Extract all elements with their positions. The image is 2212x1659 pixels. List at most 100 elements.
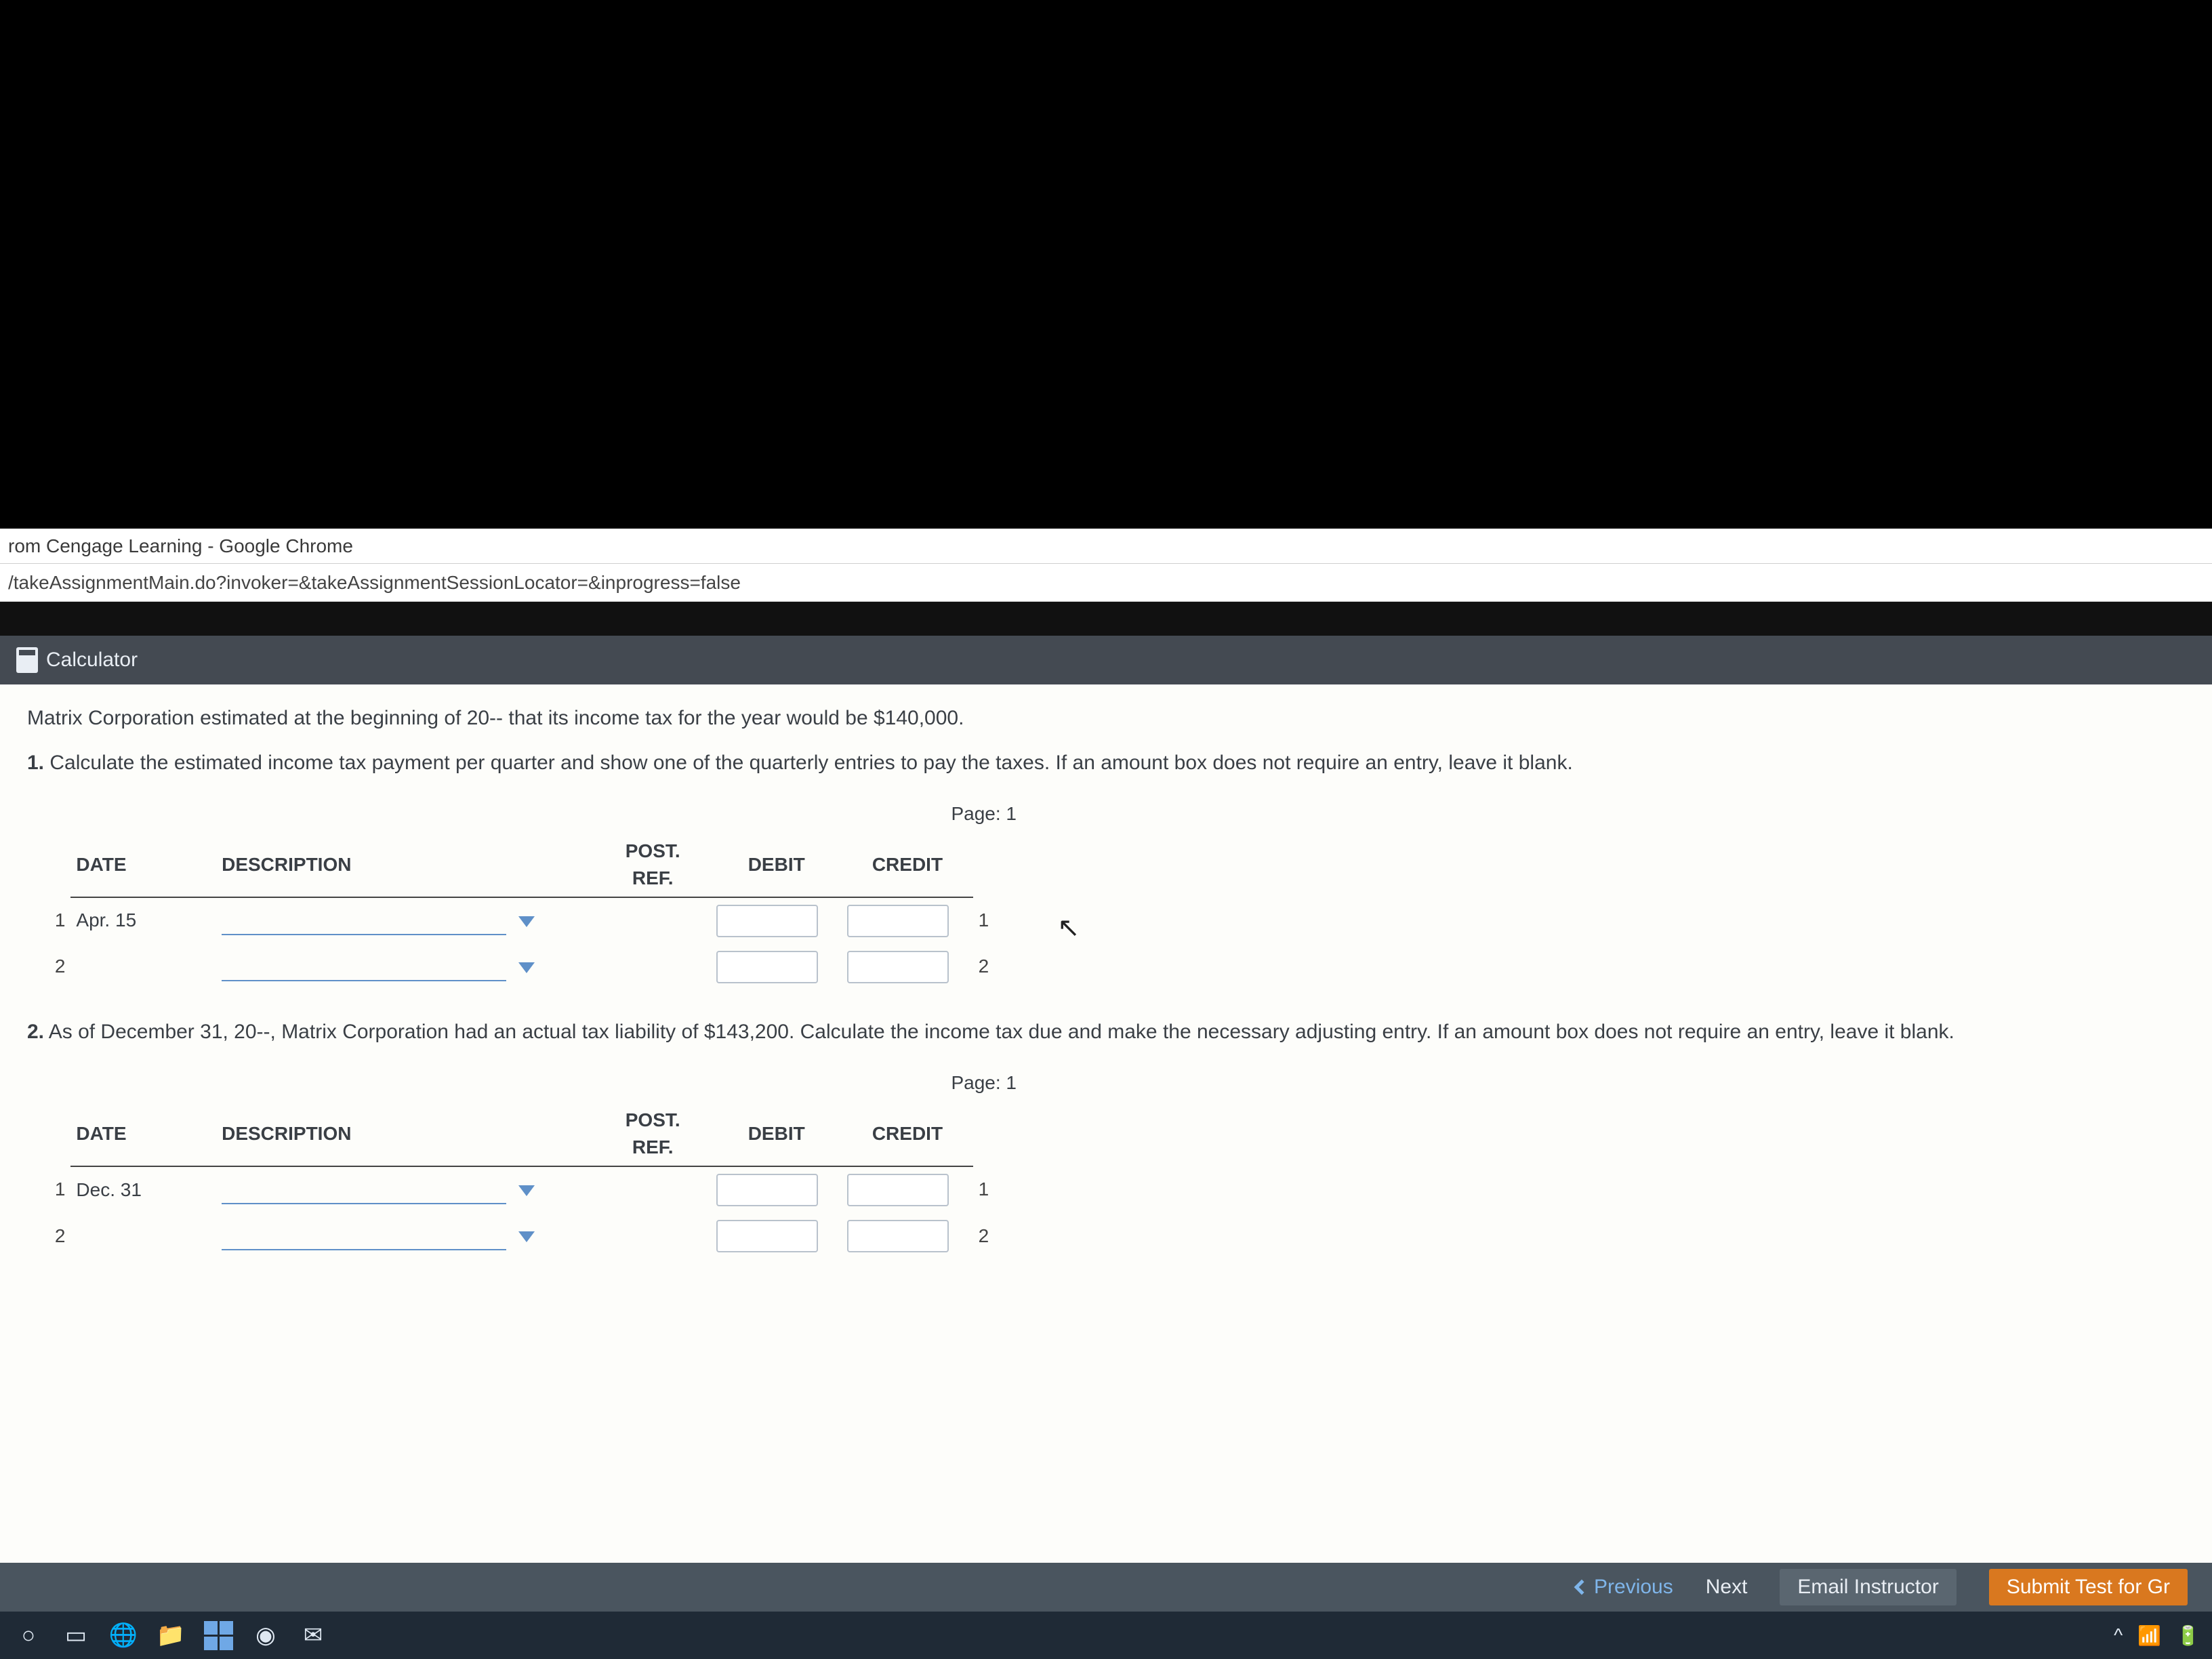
credit-cell bbox=[842, 944, 972, 990]
header-debit: DEBIT bbox=[711, 834, 842, 897]
dropdown-icon[interactable] bbox=[518, 962, 535, 973]
credit-input[interactable] bbox=[847, 1220, 949, 1252]
mouse-cursor-icon: ↖ bbox=[1057, 908, 1080, 947]
calculator-label: Calculator bbox=[46, 649, 138, 672]
page-label-1: Page: 1 bbox=[27, 800, 1017, 828]
header-description: DESCRIPTION bbox=[216, 1103, 594, 1166]
question-1-num: 1. bbox=[27, 752, 44, 774]
credit-input[interactable] bbox=[847, 1174, 949, 1206]
description-cell bbox=[216, 944, 594, 990]
question-1-text: Calculate the estimated income tax payme… bbox=[49, 752, 1572, 774]
submit-test-button[interactable]: Submit Test for Gr bbox=[1989, 1569, 2188, 1605]
debit-input[interactable] bbox=[716, 905, 818, 937]
header-credit: CREDIT bbox=[842, 834, 972, 897]
windows-start-icon[interactable] bbox=[202, 1619, 234, 1652]
post-ref-cell bbox=[594, 944, 711, 990]
header-date: DATE bbox=[70, 1103, 216, 1166]
search-icon[interactable]: ○ bbox=[12, 1619, 45, 1652]
system-tray[interactable]: ^ 📶 🔋 bbox=[2114, 1624, 2200, 1647]
journal-table-2: DATE DESCRIPTION POST.REF. DEBIT CREDIT … bbox=[27, 1103, 1017, 1259]
page-label-2: Page: 1 bbox=[27, 1069, 1017, 1097]
battery-icon[interactable]: 🔋 bbox=[2176, 1624, 2200, 1647]
dropdown-icon[interactable] bbox=[518, 916, 535, 927]
mail-icon[interactable]: ✉ bbox=[297, 1619, 329, 1652]
debit-input[interactable] bbox=[716, 1174, 818, 1206]
titlebar: rom Cengage Learning - Google Chrome bbox=[0, 529, 2212, 564]
debit-cell bbox=[711, 1213, 842, 1259]
row-num-right: 1 bbox=[973, 1166, 1017, 1213]
row-num-left: 2 bbox=[27, 944, 70, 990]
calculator-icon bbox=[16, 647, 38, 673]
debit-cell bbox=[711, 897, 842, 944]
description-cell bbox=[216, 1166, 594, 1213]
file-explorer-icon[interactable]: 📁 bbox=[155, 1619, 187, 1652]
date-cell: Dec. 31 bbox=[70, 1166, 216, 1213]
app-toolbar: Calculator bbox=[0, 636, 2212, 684]
post-ref-cell bbox=[594, 897, 711, 944]
debit-input[interactable] bbox=[716, 951, 818, 983]
wifi-icon[interactable]: 📶 bbox=[2137, 1624, 2161, 1647]
row-num-right: 1 bbox=[973, 897, 1017, 944]
header-blank-left bbox=[27, 834, 70, 897]
header-debit: DEBIT bbox=[711, 1103, 842, 1166]
browser-window: rom Cengage Learning - Google Chrome /ta… bbox=[0, 529, 2212, 1659]
description-cell bbox=[216, 897, 594, 944]
table-row: 2 2 bbox=[27, 1213, 1017, 1259]
credit-input[interactable] bbox=[847, 905, 949, 937]
dropdown-icon[interactable] bbox=[518, 1185, 535, 1196]
description-input[interactable] bbox=[222, 1177, 506, 1204]
credit-input[interactable] bbox=[847, 951, 949, 983]
email-label: Email Instructor bbox=[1797, 1576, 1938, 1598]
next-button[interactable]: Next bbox=[1706, 1576, 1748, 1599]
table-row: 1 Dec. 31 1 bbox=[27, 1166, 1017, 1213]
description-input[interactable] bbox=[222, 1223, 506, 1250]
edge-icon[interactable]: 🌐 bbox=[107, 1619, 140, 1652]
description-input[interactable] bbox=[222, 954, 506, 981]
tray-up-icon[interactable]: ^ bbox=[2114, 1624, 2123, 1646]
app-header-band bbox=[0, 602, 2212, 636]
header-blank-right bbox=[973, 834, 1017, 897]
problem-intro: Matrix Corporation estimated at the begi… bbox=[27, 703, 2185, 733]
post-ref-cell bbox=[594, 1166, 711, 1213]
task-view-icon[interactable]: ▭ bbox=[60, 1619, 92, 1652]
url-bar[interactable]: /takeAssignmentMain.do?invoker=&takeAssi… bbox=[0, 564, 2212, 602]
debit-input[interactable] bbox=[716, 1220, 818, 1252]
row-num-left: 1 bbox=[27, 897, 70, 944]
row-num-left: 1 bbox=[27, 1166, 70, 1213]
debit-cell bbox=[711, 944, 842, 990]
row-num-left: 2 bbox=[27, 1213, 70, 1259]
header-credit: CREDIT bbox=[842, 1103, 972, 1166]
question-2: 2. As of December 31, 20--, Matrix Corpo… bbox=[27, 1017, 2185, 1047]
submit-label: Submit Test for Gr bbox=[2007, 1576, 2170, 1598]
windows-taskbar: ○ ▭ 🌐 📁 ◉ ✉ ^ 📶 🔋 bbox=[0, 1612, 2212, 1659]
post-ref-cell bbox=[594, 1213, 711, 1259]
date-cell: Apr. 15 bbox=[70, 897, 216, 944]
chrome-icon[interactable]: ◉ bbox=[249, 1619, 282, 1652]
credit-cell bbox=[842, 1213, 972, 1259]
table-row: 1 Apr. 15 1 bbox=[27, 897, 1017, 944]
window-title: rom Cengage Learning - Google Chrome bbox=[8, 535, 353, 557]
previous-button[interactable]: Previous bbox=[1576, 1576, 1673, 1599]
question-2-num: 2. bbox=[27, 1021, 44, 1043]
description-input[interactable] bbox=[222, 908, 506, 935]
header-blank-right bbox=[973, 1103, 1017, 1166]
description-cell bbox=[216, 1213, 594, 1259]
footer-bar: Previous Next Email Instructor Submit Te… bbox=[0, 1563, 2212, 1612]
header-date: DATE bbox=[70, 834, 216, 897]
row-num-right: 2 bbox=[973, 944, 1017, 990]
row-num-right: 2 bbox=[973, 1213, 1017, 1259]
credit-cell bbox=[842, 1166, 972, 1213]
question-1: 1. Calculate the estimated income tax pa… bbox=[27, 748, 2185, 778]
email-instructor-button[interactable]: Email Instructor bbox=[1780, 1569, 1956, 1605]
calculator-button[interactable]: Calculator bbox=[16, 647, 138, 673]
date-cell bbox=[70, 1213, 216, 1259]
chevron-left-icon bbox=[1574, 1580, 1590, 1595]
dropdown-icon[interactable] bbox=[518, 1231, 535, 1242]
question-2-text: As of December 31, 20--, Matrix Corporat… bbox=[49, 1021, 1954, 1043]
debit-cell bbox=[711, 1166, 842, 1213]
credit-cell bbox=[842, 897, 972, 944]
date-cell bbox=[70, 944, 216, 990]
assignment-content: Matrix Corporation estimated at the begi… bbox=[0, 684, 2212, 1563]
url-text: /takeAssignmentMain.do?invoker=&takeAssi… bbox=[8, 572, 741, 594]
header-description: DESCRIPTION bbox=[216, 834, 594, 897]
